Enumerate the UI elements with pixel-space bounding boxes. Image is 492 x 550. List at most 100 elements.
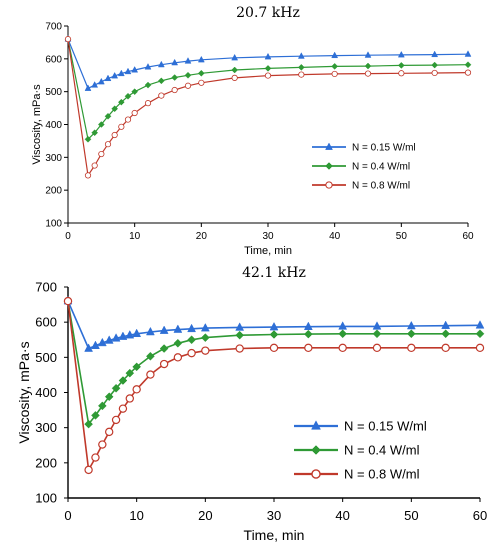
data-point bbox=[111, 105, 119, 113]
data-point bbox=[111, 415, 121, 425]
data-point bbox=[338, 329, 348, 339]
data-point bbox=[338, 343, 347, 353]
data-point bbox=[475, 329, 485, 339]
data-point bbox=[131, 88, 139, 96]
series-line bbox=[67, 300, 480, 425]
legend-marker bbox=[311, 420, 321, 430]
data-point bbox=[441, 320, 451, 329]
x-tick-label: 50 bbox=[404, 508, 418, 523]
data-point bbox=[144, 100, 152, 107]
data-point bbox=[397, 50, 405, 58]
legend-marker bbox=[325, 142, 333, 150]
data-point bbox=[297, 64, 305, 71]
x-tick-label: 20 bbox=[198, 508, 212, 523]
data-point bbox=[269, 343, 279, 353]
data-point bbox=[97, 77, 105, 85]
legend-label: N = 0.15 W/ml bbox=[344, 419, 427, 434]
data-point bbox=[269, 321, 279, 331]
data-point bbox=[187, 335, 196, 345]
series-circle bbox=[64, 36, 472, 179]
data-point bbox=[98, 440, 107, 449]
data-point bbox=[231, 74, 238, 81]
data-point bbox=[84, 172, 92, 179]
data-point bbox=[104, 74, 112, 82]
chart-2: 42.1 kHz 100 200 300 400 500 600 700 0 10 20 30 40 50… bbox=[16, 265, 487, 543]
series-line bbox=[67, 301, 480, 471]
data-point bbox=[91, 340, 100, 349]
series-line bbox=[67, 38, 469, 140]
data-point bbox=[171, 58, 179, 66]
legend: N = 0.15 W/ml N = 0.4 W/ml N = 0.8 W/ml bbox=[294, 419, 427, 482]
legend-entry: N = 0.15 W/ml bbox=[294, 419, 427, 434]
y-tick-label: 700 bbox=[45, 22, 62, 33]
data-point bbox=[269, 330, 279, 339]
y-tick-label: 100 bbox=[45, 219, 62, 230]
data-point bbox=[146, 351, 155, 361]
data-point bbox=[84, 135, 92, 143]
data-point bbox=[111, 333, 121, 342]
data-point bbox=[173, 353, 183, 362]
data-point bbox=[197, 55, 205, 63]
legend-entry: N = 0.15 W/ml bbox=[312, 142, 416, 154]
series-line bbox=[67, 39, 469, 176]
data-point bbox=[338, 321, 348, 330]
data-point bbox=[104, 141, 112, 148]
legend-entry: N = 0.4 W/ml bbox=[312, 162, 410, 173]
series-diamond bbox=[64, 35, 472, 143]
legend-entry: N = 0.8 W/ml bbox=[312, 181, 410, 192]
data-point bbox=[184, 82, 192, 89]
data-point bbox=[372, 329, 382, 339]
y-tick-label: 200 bbox=[35, 455, 57, 470]
data-point bbox=[464, 50, 472, 57]
data-point bbox=[173, 324, 183, 333]
data-point bbox=[104, 392, 114, 402]
data-point bbox=[407, 343, 416, 353]
x-tick-label: 50 bbox=[396, 231, 408, 242]
data-point bbox=[98, 150, 105, 158]
data-point bbox=[171, 74, 179, 81]
y-tick-label: 200 bbox=[45, 186, 62, 197]
data-point bbox=[331, 51, 339, 59]
data-point bbox=[146, 370, 155, 379]
data-point bbox=[184, 57, 192, 64]
chart-1: 20.7 kHz 100 200 300 400 500 600 700 0 10 20 30 40 50… bbox=[31, 5, 474, 257]
data-point bbox=[171, 86, 178, 94]
legend-label: N = 0.8 W/ml bbox=[352, 181, 410, 192]
data-point bbox=[158, 92, 165, 99]
data-point bbox=[117, 69, 125, 77]
data-point bbox=[235, 322, 245, 331]
data-point bbox=[104, 112, 112, 120]
data-point bbox=[200, 323, 210, 332]
y-tick-label: 400 bbox=[45, 120, 62, 131]
y-tick-label: 500 bbox=[35, 350, 57, 365]
data-point bbox=[91, 411, 100, 420]
data-point bbox=[304, 343, 313, 353]
data-point bbox=[157, 60, 165, 68]
data-point bbox=[264, 52, 272, 60]
chart-title: 42.1 kHz bbox=[242, 265, 306, 281]
data-point bbox=[125, 394, 135, 403]
data-point bbox=[125, 330, 135, 339]
series-diamond bbox=[63, 296, 485, 429]
data-point bbox=[84, 419, 93, 429]
data-point bbox=[117, 98, 125, 106]
data-point bbox=[64, 36, 72, 43]
data-point bbox=[200, 333, 210, 342]
y-tick-label: 600 bbox=[45, 54, 62, 65]
data-point bbox=[118, 123, 125, 130]
data-point bbox=[132, 362, 142, 372]
x-tick-label: 40 bbox=[329, 231, 341, 242]
x-tick-label: 60 bbox=[462, 231, 474, 242]
data-point bbox=[441, 329, 451, 339]
data-point bbox=[372, 343, 382, 353]
x-tick-label: 40 bbox=[335, 508, 349, 523]
y-tick-label: 100 bbox=[35, 491, 57, 506]
data-point bbox=[125, 368, 135, 378]
data-point bbox=[187, 348, 196, 358]
data-point bbox=[144, 63, 152, 70]
data-point bbox=[406, 320, 416, 330]
data-point bbox=[364, 62, 372, 70]
data-point bbox=[464, 69, 472, 76]
data-point bbox=[298, 71, 305, 78]
